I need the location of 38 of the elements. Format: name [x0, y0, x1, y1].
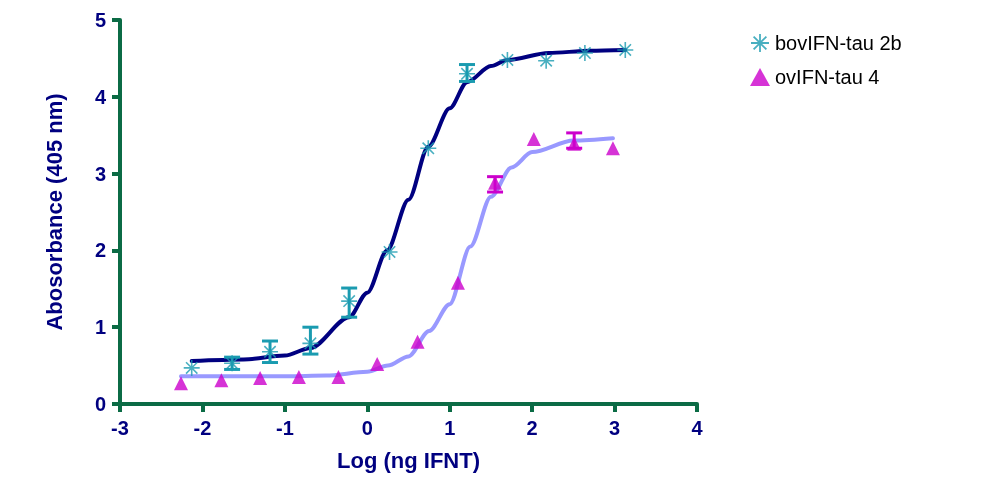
y-tick-label: 0: [94, 393, 106, 415]
point: [214, 373, 229, 388]
point: [291, 370, 306, 385]
y-axis-title: Abosorbance (405 nm): [41, 93, 67, 331]
point: [174, 376, 188, 391]
y-tick-label: 1: [94, 316, 106, 339]
x-tick-label: -3: [111, 417, 129, 439]
x-tick-label: -1: [275, 417, 294, 439]
y-tick-label: 2: [94, 239, 106, 262]
point: [370, 357, 385, 372]
point: [253, 370, 268, 385]
point: [450, 275, 465, 290]
x-tick-label: -2: [193, 417, 212, 439]
point: [617, 41, 634, 58]
x-tick-label: 2: [526, 417, 538, 439]
point: [499, 51, 516, 68]
point: [576, 45, 593, 62]
point: [331, 370, 346, 385]
x-tick-label: 4: [691, 417, 704, 439]
point: [302, 335, 319, 352]
legend-label: bovIFN-tau 2b: [775, 32, 902, 54]
y-tick-label: 5: [94, 9, 106, 31]
x-axis-title: Log (ng IFNT): [337, 447, 480, 473]
point: [341, 293, 358, 310]
x-tick-label: 0: [361, 417, 373, 439]
y-tick-label: 3: [94, 162, 106, 185]
x-tick-label: 3: [609, 417, 621, 439]
point: [538, 52, 555, 69]
point: [526, 132, 541, 147]
y-tick-label: 4: [94, 85, 107, 108]
point: [183, 359, 200, 376]
point: [262, 343, 279, 360]
point: [605, 141, 620, 156]
point: [410, 334, 425, 349]
x-tick-label: 1: [444, 417, 456, 439]
point: [420, 140, 437, 157]
point: [381, 243, 398, 260]
legend-label: ovIFN-tau 4: [775, 66, 880, 88]
